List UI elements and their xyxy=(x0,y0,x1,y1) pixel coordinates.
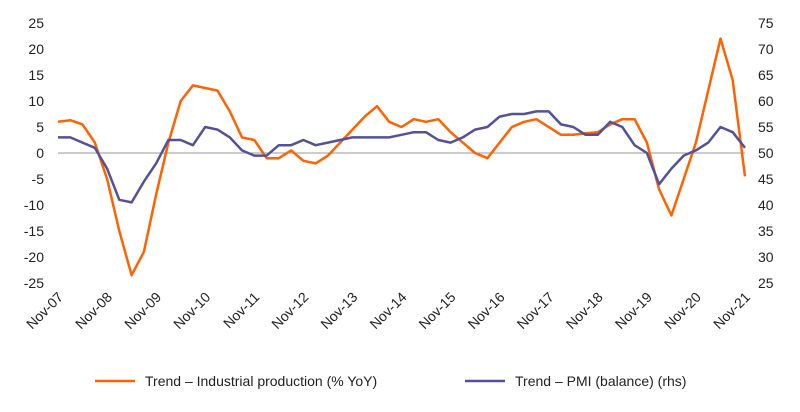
y-tick-label: 10 xyxy=(28,93,44,109)
x-tick-label: Nov-12 xyxy=(268,289,311,332)
y-tick-label: 0 xyxy=(36,145,44,161)
x-tick-label: Nov-08 xyxy=(72,289,115,332)
x-tick-label: Nov-13 xyxy=(317,289,360,332)
x-tick-label: Nov-20 xyxy=(661,289,704,332)
x-tick-label: Nov-19 xyxy=(612,289,655,332)
series-line xyxy=(58,110,746,204)
x-tick-label: Nov-17 xyxy=(514,289,557,332)
x-tick-label: Nov-09 xyxy=(121,289,164,332)
x-tick-label: Nov-18 xyxy=(563,289,606,332)
x-tick-label: Nov-07 xyxy=(23,289,66,332)
x-tick-label: Nov-21 xyxy=(710,289,753,332)
y2-tick-label: 50 xyxy=(758,145,774,161)
series-line xyxy=(57,37,747,277)
y-tick-label: -5 xyxy=(32,171,45,187)
legend-label: Trend – Industrial production (% YoY) xyxy=(145,373,377,389)
y2-tick-label: 55 xyxy=(758,119,774,135)
y2-tick-label: 45 xyxy=(758,171,774,187)
y-tick-label: 25 xyxy=(28,15,44,31)
x-tick-label: Nov-11 xyxy=(220,289,263,332)
x-tick-label: Nov-15 xyxy=(415,289,458,332)
y-tick-label: -15 xyxy=(24,223,44,239)
x-tick-label: Nov-10 xyxy=(170,289,213,332)
y2-tick-label: 60 xyxy=(758,93,774,109)
y-tick-label: 20 xyxy=(28,41,44,57)
x-tick-label: Nov-14 xyxy=(366,289,409,332)
legend-label: Trend – PMI (balance) (rhs) xyxy=(515,373,686,389)
y2-tick-label: 25 xyxy=(758,275,774,291)
y2-tick-label: 40 xyxy=(758,197,774,213)
x-tick-label: Nov-16 xyxy=(465,289,508,332)
y-tick-label: -25 xyxy=(24,275,44,291)
y2-tick-label: 70 xyxy=(758,41,774,57)
y-tick-label: -20 xyxy=(24,249,44,265)
y-tick-label: 5 xyxy=(36,119,44,135)
y2-tick-label: 75 xyxy=(758,15,774,31)
y2-tick-label: 65 xyxy=(758,67,774,83)
y-tick-label: -10 xyxy=(24,197,44,213)
y2-tick-label: 30 xyxy=(758,249,774,265)
y-tick-label: 15 xyxy=(28,67,44,83)
y2-tick-label: 35 xyxy=(758,223,774,239)
